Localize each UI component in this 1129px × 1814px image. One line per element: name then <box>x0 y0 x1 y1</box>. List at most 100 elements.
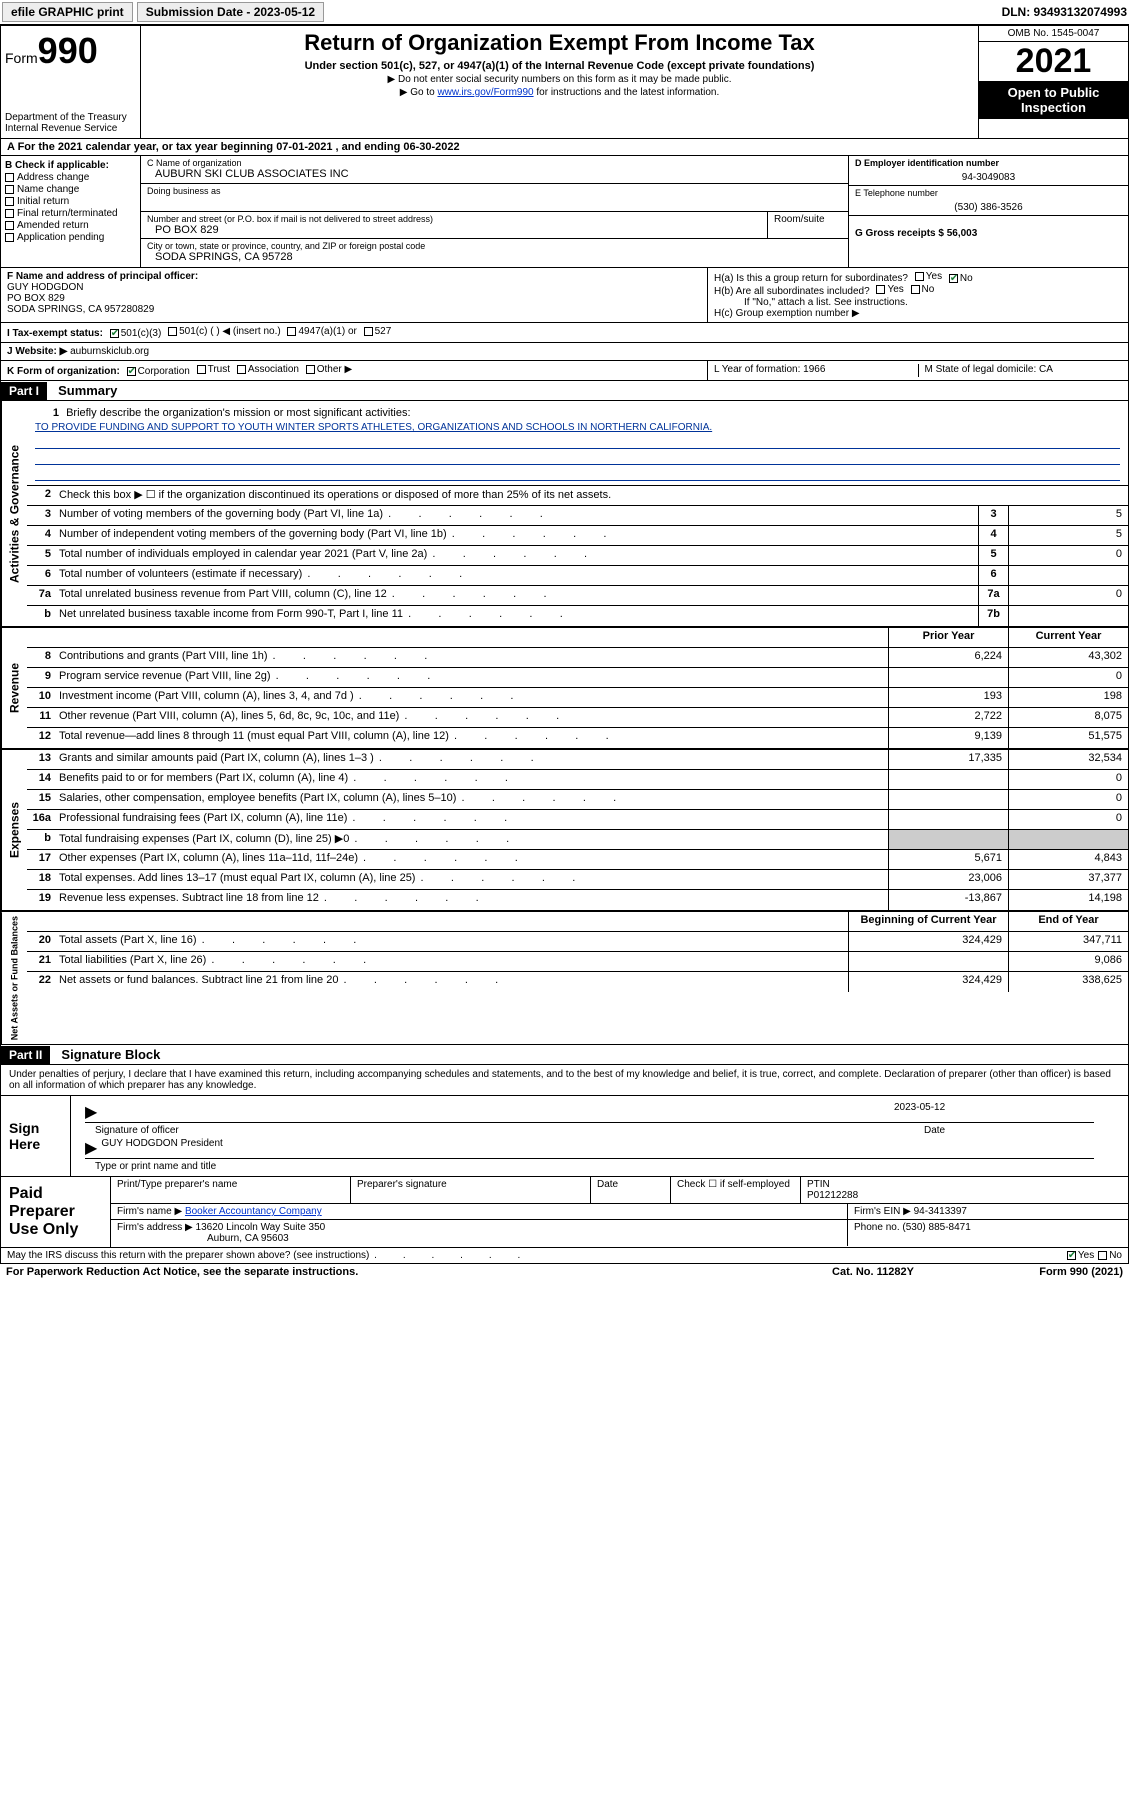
state-domicile: M State of legal domicile: CA <box>919 364 1123 377</box>
firm-name-link[interactable]: Booker Accountancy Company <box>185 1206 322 1217</box>
irs-label: Internal Revenue Service <box>5 123 136 134</box>
org-name-label: C Name of organization <box>147 158 842 168</box>
form-subtitle: Under section 501(c), 527, or 4947(a)(1)… <box>149 60 970 72</box>
gov-line-b: bNet unrelated business taxable income f… <box>27 606 1128 626</box>
chk-corp[interactable]: Corporation <box>127 366 190 377</box>
discuss-yes[interactable]: Yes <box>1067 1250 1094 1261</box>
discuss-no[interactable]: No <box>1098 1250 1122 1261</box>
chk-trust[interactable]: Trust <box>197 364 230 375</box>
room-cell: Room/suite <box>768 212 848 238</box>
col-b-checkboxes: B Check if applicable: Address change Na… <box>1 156 141 267</box>
sig-officer-line: ▶ 2023-05-12 <box>85 1102 1094 1123</box>
col-prior-year: Prior Year <box>888 628 1008 647</box>
officer-name: GUY HODGDON <box>7 282 701 293</box>
goto-pre: ▶ Go to <box>400 87 438 98</box>
tel-value: (530) 386-3526 <box>855 202 1122 213</box>
vlabel-governance: Activities & Governance <box>1 401 27 626</box>
gov-line-4: 4Number of independent voting members of… <box>27 526 1128 546</box>
chk-amended[interactable]: Amended return <box>5 220 136 231</box>
ha-yes[interactable]: Yes <box>915 271 942 282</box>
rev-line-11: 11Other revenue (Part VIII, column (A), … <box>27 708 1128 728</box>
dept-treasury: Department of the Treasury <box>5 112 136 123</box>
phone-label: Phone no. <box>854 1222 900 1233</box>
org-name-cell: C Name of organization AUBURN SKI CLUB A… <box>141 156 848 184</box>
officer-addr2: SODA SPRINGS, CA 957280829 <box>7 304 701 315</box>
goto-note: ▶ Go to www.irs.gov/Form990 for instruct… <box>149 87 970 98</box>
ha-no[interactable]: No <box>949 273 973 284</box>
j-label: J Website: ▶ <box>7 346 67 357</box>
chk-other[interactable]: Other ▶ <box>306 364 352 375</box>
firm-phone-cell: Phone no. (530) 885-8471 <box>848 1220 1128 1246</box>
chk-initial-return[interactable]: Initial return <box>5 196 136 207</box>
hb-no[interactable]: No <box>911 284 935 295</box>
k-label: K Form of organization: <box>7 366 120 377</box>
dba-label: Doing business as <box>147 186 842 196</box>
prep-name-label: Print/Type preparer's name <box>111 1177 351 1203</box>
ein-value: 94-3049083 <box>855 172 1122 183</box>
firm-ein-label: Firm's EIN ▶ <box>854 1206 911 1217</box>
submission-date-button[interactable]: Submission Date - 2023-05-12 <box>137 2 324 22</box>
efile-print-button[interactable]: efile GRAPHIC print <box>2 2 133 22</box>
paid-preparer-label: Paid Preparer Use Only <box>1 1177 111 1247</box>
discuss-label: May the IRS discuss this return with the… <box>7 1250 1063 1261</box>
prep-date-label: Date <box>591 1177 671 1203</box>
mission-text: TO PROVIDE FUNDING AND SUPPORT TO YOUTH … <box>35 422 712 433</box>
open-public-badge: Open to Public Inspection <box>979 81 1128 119</box>
col-end-year: End of Year <box>1008 912 1128 931</box>
vlabel-expenses: Expenses <box>1 750 27 910</box>
ssn-note: ▶ Do not enter social security numbers o… <box>149 74 970 85</box>
firm-ein-value: 94-3413397 <box>914 1206 967 1217</box>
netassets-section: Net Assets or Fund Balances Beginning of… <box>1 910 1128 1044</box>
addr-cell: Number and street (or P.O. box if mail i… <box>141 212 768 238</box>
chk-app-pending[interactable]: Application pending <box>5 232 136 243</box>
firm-ein-cell: Firm's EIN ▶ 94-3413397 <box>848 1204 1128 1219</box>
exp-line-b: bTotal fundraising expenses (Part IX, co… <box>27 830 1128 850</box>
i-label: I Tax-exempt status: <box>7 328 103 339</box>
gross-cell: G Gross receipts $ 56,003 <box>849 216 1128 244</box>
b-label: B Check if applicable: <box>5 160 136 171</box>
tel-label: E Telephone number <box>855 188 1122 198</box>
revenue-section: Revenue Prior Year Current Year 8Contrib… <box>1 626 1128 748</box>
row-klm: K Form of organization: Corporation Trus… <box>0 361 1129 381</box>
part1-title: Summary <box>50 381 125 400</box>
chk-527[interactable]: 527 <box>364 326 392 337</box>
net-line-20: 20Total assets (Part X, line 16)324,4293… <box>27 932 1128 952</box>
ptin-cell: PTIN P01212288 <box>801 1177 1128 1203</box>
part1-header: Part I <box>1 382 47 400</box>
form-number: Form990 <box>5 30 136 72</box>
rev-line-8: 8Contributions and grants (Part VIII, li… <box>27 648 1128 668</box>
gov-line-7a: 7aTotal unrelated business revenue from … <box>27 586 1128 606</box>
part-2: Part II Signature Block <box>0 1045 1129 1065</box>
chk-501c[interactable]: 501(c) ( ) ◀ (insert no.) <box>168 326 281 337</box>
city-cell: City or town, state or province, country… <box>141 239 848 267</box>
chk-4947[interactable]: 4947(a)(1) or <box>287 326 356 337</box>
ein-label: D Employer identification number <box>855 158 1122 168</box>
chk-name-change[interactable]: Name change <box>5 184 136 195</box>
check-self-employed[interactable]: Check ☐ if self-employed <box>671 1177 801 1203</box>
org-name-value: AUBURN SKI CLUB ASSOCIATES INC <box>147 168 842 180</box>
hb-yes[interactable]: Yes <box>876 284 903 295</box>
chk-assoc[interactable]: Association <box>237 364 299 375</box>
ptin-label: PTIN <box>807 1179 830 1190</box>
col-begin-year: Beginning of Current Year <box>848 912 1008 931</box>
year-formation: L Year of formation: 1966 <box>714 364 919 377</box>
dln-label: DLN: 93493132074993 <box>1002 5 1127 19</box>
ha-label: H(a) Is this a group return for subordin… <box>714 273 908 284</box>
chk-501c3[interactable]: 501(c)(3) <box>110 328 162 339</box>
exp-line-19: 19Revenue less expenses. Subtract line 1… <box>27 890 1128 910</box>
gov-line-6: 6Total number of volunteers (estimate if… <box>27 566 1128 586</box>
phone-value: (530) 885-8471 <box>902 1222 970 1233</box>
governance-section: Activities & Governance 1 Briefly descri… <box>1 400 1128 626</box>
rev-line-9: 9Program service revenue (Part VIII, lin… <box>27 668 1128 688</box>
gross-value: G Gross receipts $ 56,003 <box>855 228 1122 239</box>
form-label: Form <box>5 50 38 66</box>
chk-final-return[interactable]: Final return/terminated <box>5 208 136 219</box>
chk-address-change[interactable]: Address change <box>5 172 136 183</box>
rev-line-10: 10Investment income (Part VIII, column (… <box>27 688 1128 708</box>
form-990-big: 990 <box>38 30 98 71</box>
irs-link[interactable]: www.irs.gov/Form990 <box>437 87 533 98</box>
col-current-year: Current Year <box>1008 628 1128 647</box>
col-c-org: C Name of organization AUBURN SKI CLUB A… <box>141 156 848 267</box>
sig-date-label: Date <box>924 1125 1124 1136</box>
omb-number: OMB No. 1545-0047 <box>979 26 1128 42</box>
